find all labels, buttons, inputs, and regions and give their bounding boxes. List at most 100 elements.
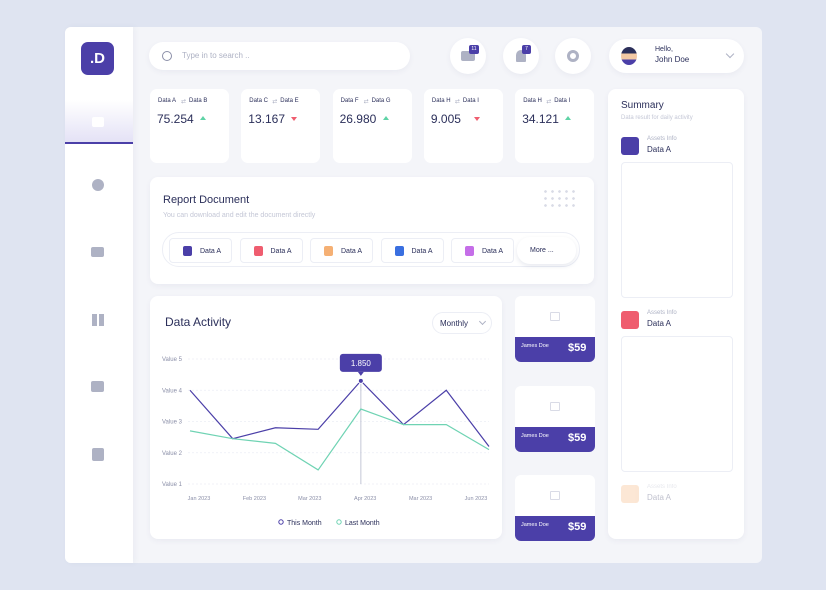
product-image bbox=[550, 401, 560, 411]
mail-badge: 11 bbox=[469, 45, 479, 54]
stat-label-b: Data G bbox=[371, 98, 391, 104]
stat-trend bbox=[382, 116, 389, 120]
stat-card[interactable]: Data C ⇄ Data E 13.167 bbox=[241, 89, 321, 163]
report-card: Report Document You can download and edi… bbox=[150, 177, 594, 284]
summary-icon bbox=[621, 485, 639, 503]
stat-label-a: Data A bbox=[158, 98, 177, 104]
bell-badge: 7 bbox=[522, 45, 531, 54]
more-button[interactable]: More ... bbox=[517, 237, 576, 264]
document-button[interactable]: Data A bbox=[451, 238, 514, 263]
search-box[interactable]: Type in to search .. bbox=[149, 42, 410, 70]
stat-trend bbox=[291, 117, 298, 121]
summary-name: Data A bbox=[647, 319, 672, 328]
avatar bbox=[621, 47, 637, 65]
summary-caption: Assets Info bbox=[647, 136, 677, 142]
summary-icon bbox=[621, 311, 639, 329]
product-card[interactable]: James Doe $59 bbox=[515, 475, 595, 541]
period-dropdown[interactable]: Monthly bbox=[432, 312, 492, 334]
report-subtitle: You can download and edit the document d… bbox=[163, 212, 316, 219]
stat-swap-icon: ⇄ bbox=[272, 99, 278, 105]
product-band: James Doe $59 bbox=[515, 516, 595, 541]
nav-grid[interactable] bbox=[92, 314, 104, 326]
product-band: James Doe $59 bbox=[515, 426, 595, 452]
stat-value: 9.005 bbox=[430, 112, 461, 126]
nav-home[interactable] bbox=[65, 100, 133, 144]
document-button[interactable]: Data A bbox=[310, 238, 373, 263]
logo[interactable]: .D bbox=[81, 42, 114, 75]
product-image bbox=[550, 312, 560, 321]
summary-item[interactable]: Assets Info Data A bbox=[621, 310, 731, 334]
nav-contact[interactable] bbox=[92, 448, 104, 461]
document-icon bbox=[183, 246, 192, 256]
stat-trend bbox=[565, 116, 572, 120]
settings-button[interactable] bbox=[555, 38, 591, 74]
product-price: $59 bbox=[568, 342, 587, 354]
dots bbox=[542, 188, 578, 208]
mail-button[interactable]: 11 bbox=[450, 38, 486, 74]
product-card[interactable]: James Doe $59 bbox=[515, 296, 595, 362]
stat-label-a: Data C bbox=[249, 98, 268, 104]
stat-card[interactable]: Data H ⇄ Data I 9.005 bbox=[423, 89, 503, 163]
stat-swap-icon: ⇄ bbox=[546, 99, 552, 105]
product-image bbox=[550, 491, 560, 500]
stat-label-a: Data H bbox=[523, 98, 542, 104]
search-placeholder: Type in to search .. bbox=[182, 51, 250, 60]
document-label: Data A bbox=[482, 248, 504, 255]
user-name: John Doe bbox=[655, 55, 690, 64]
product-price: $59 bbox=[568, 521, 587, 533]
document-row: Data A Data A Data A Data A Data A More ... bbox=[162, 232, 580, 267]
stat-label-a: Data F bbox=[340, 98, 359, 104]
user-greeting: Hello, bbox=[655, 46, 673, 53]
stat-value: 26.980 bbox=[339, 112, 377, 126]
bell-button[interactable]: 7 bbox=[503, 38, 539, 74]
stat-label-b: Data I bbox=[554, 98, 571, 104]
document-icon bbox=[394, 246, 404, 256]
summary-caption: Assets Info bbox=[647, 310, 677, 316]
product-name: James Doe bbox=[521, 432, 549, 439]
document-label: Data A bbox=[200, 248, 222, 255]
document-label: Data A bbox=[411, 248, 433, 255]
nav-inbox[interactable] bbox=[91, 381, 104, 392]
document-button[interactable]: Data A bbox=[380, 238, 444, 263]
document-label: Data A bbox=[270, 248, 292, 255]
activity-title: Data Activity bbox=[165, 315, 232, 329]
stat-card[interactable]: Data F ⇄ Data G 26.980 bbox=[332, 89, 412, 163]
stat-value: 13.167 bbox=[248, 112, 285, 126]
document-label: Data A bbox=[341, 248, 363, 255]
summary-title: Summary bbox=[621, 100, 664, 111]
activity-card: Data Activity Monthly bbox=[150, 296, 502, 539]
stat-value: 34.121 bbox=[522, 112, 559, 126]
stat-card[interactable]: Data A ⇄ Data B 75.254 bbox=[150, 89, 229, 163]
stat-card[interactable]: Data H ⇄ Data I 34.121 bbox=[515, 89, 595, 163]
product-card[interactable]: James Doe $59 bbox=[515, 385, 595, 452]
summary-name: Data A bbox=[647, 493, 672, 502]
summary-item[interactable]: Assets Info Data A bbox=[621, 484, 731, 508]
sidebar: .D bbox=[65, 27, 133, 563]
user-menu[interactable]: Hello, John Doe bbox=[609, 39, 744, 73]
document-button[interactable]: Data A bbox=[239, 238, 303, 263]
stat-label-a: Data H bbox=[431, 98, 451, 104]
nav-card[interactable] bbox=[91, 247, 104, 257]
stat-trend bbox=[473, 117, 480, 121]
stat-swap-icon: ⇄ bbox=[181, 99, 187, 105]
product-name: James Doe bbox=[521, 343, 549, 349]
document-icon bbox=[465, 246, 474, 256]
stat-label-b: Data I bbox=[462, 98, 479, 104]
summary-chart-card bbox=[621, 162, 733, 298]
document-icon bbox=[324, 246, 333, 256]
stat-trend bbox=[200, 116, 206, 120]
period-label: Monthly bbox=[440, 319, 469, 328]
summary-item[interactable]: Assets Info Data A bbox=[621, 136, 731, 160]
product-band: James Doe $59 bbox=[515, 337, 595, 362]
summary-subtitle: Data result for daily activity bbox=[621, 115, 693, 121]
report-title: Report Document bbox=[163, 194, 250, 206]
nav-add[interactable] bbox=[92, 179, 104, 191]
stat-label-b: Data B bbox=[189, 98, 208, 104]
stat-swap-icon: ⇄ bbox=[363, 99, 369, 105]
stat-label-b: Data E bbox=[280, 98, 299, 104]
document-button[interactable]: Data A bbox=[169, 238, 232, 263]
summary-icon bbox=[621, 137, 639, 155]
summary-caption: Assets Info bbox=[647, 484, 677, 490]
stat-swap-icon: ⇄ bbox=[454, 99, 460, 105]
